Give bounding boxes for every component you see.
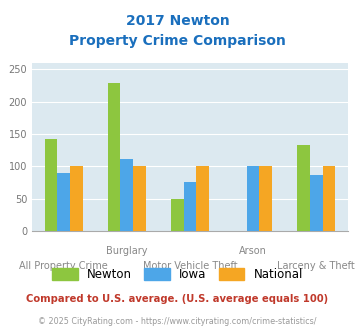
Bar (171, 199, 184, 231)
Bar (70, 166, 82, 231)
Bar (323, 166, 335, 231)
Bar (120, 158, 133, 231)
Bar (310, 175, 323, 231)
Bar (45, 139, 57, 231)
Text: Arson: Arson (239, 246, 267, 256)
Text: Larceny & Theft: Larceny & Theft (277, 261, 355, 271)
Bar (133, 166, 146, 231)
Bar (184, 182, 196, 231)
Bar (108, 83, 120, 231)
Bar (297, 145, 310, 231)
Text: Property Crime Comparison: Property Crime Comparison (69, 34, 286, 48)
Text: 2017 Newton: 2017 Newton (126, 15, 229, 28)
Bar (57, 173, 70, 231)
Bar (260, 166, 272, 231)
Bar (247, 166, 260, 231)
Bar (196, 166, 209, 231)
Text: Compared to U.S. average. (U.S. average equals 100): Compared to U.S. average. (U.S. average … (26, 294, 329, 304)
Legend: Newton, Iowa, National: Newton, Iowa, National (47, 263, 308, 286)
Text: © 2025 CityRating.com - https://www.cityrating.com/crime-statistics/: © 2025 CityRating.com - https://www.city… (38, 317, 317, 326)
Text: Burglary: Burglary (106, 246, 147, 256)
Text: All Property Crime: All Property Crime (19, 261, 108, 271)
Text: Motor Vehicle Theft: Motor Vehicle Theft (143, 261, 237, 271)
